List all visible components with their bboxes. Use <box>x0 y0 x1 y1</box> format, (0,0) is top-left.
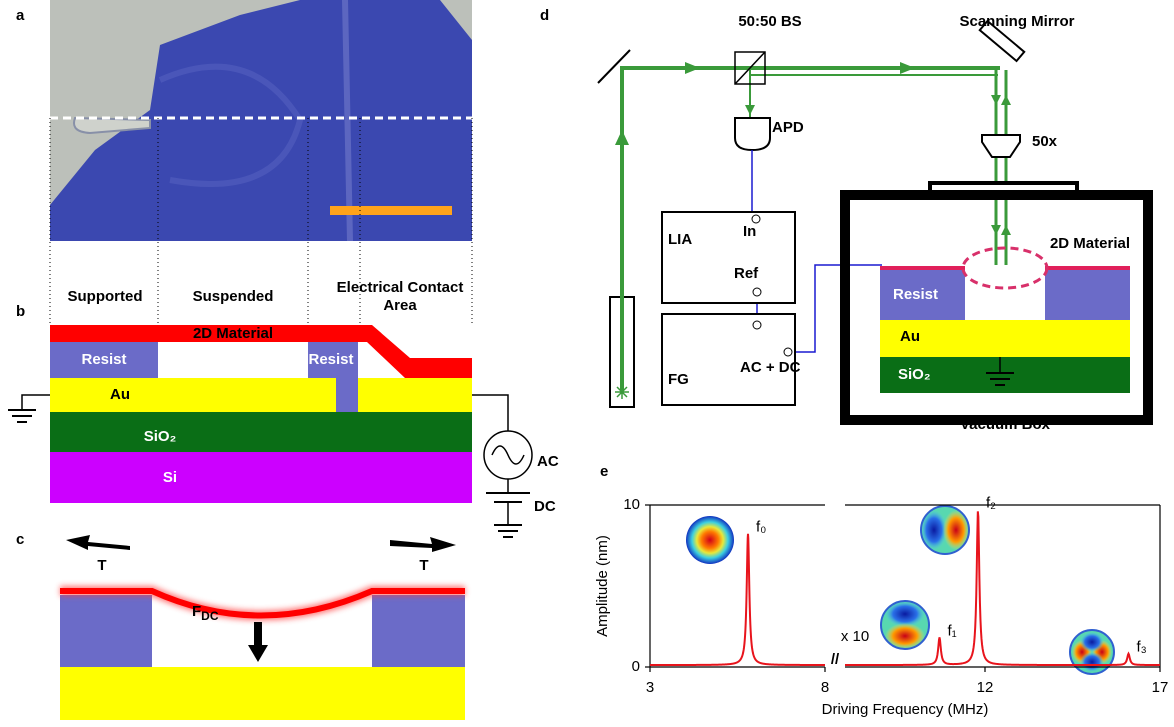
peak-label: f₂ <box>986 494 996 511</box>
objective <box>982 135 1020 157</box>
beam-arrow <box>685 62 700 74</box>
scale-bar <box>330 206 452 215</box>
panel-label: a <box>16 7 25 24</box>
sio2-layer <box>50 412 472 452</box>
component-label: Vacuum Box <box>960 416 1051 433</box>
layer-label: Resist <box>893 286 938 303</box>
component-label: 2D Material <box>1050 235 1130 252</box>
peak-label: f₃ <box>1137 639 1147 656</box>
beam-arrow <box>745 105 755 115</box>
component-label: APD <box>772 119 804 136</box>
spectrum-line <box>650 534 825 665</box>
port <box>753 321 761 329</box>
tension-arrow <box>66 535 130 550</box>
resist-block <box>372 595 465 667</box>
beam-arrow <box>1001 225 1011 235</box>
port-label: Ref <box>734 265 759 282</box>
tension-arrow <box>390 537 456 552</box>
resist-block <box>1045 270 1130 320</box>
panel-label: d <box>540 7 549 24</box>
component-label: FG <box>668 371 689 388</box>
layer-label: SiO₂ <box>144 428 177 445</box>
x-tick-label: 12 <box>977 679 994 696</box>
y-tick-label: 10 <box>623 496 640 513</box>
x-tick-label: 8 <box>821 679 829 696</box>
y-tick-label: 0 <box>632 658 640 675</box>
port-label: AC + DC <box>740 359 801 376</box>
port-label: In <box>743 223 756 240</box>
region-label: Suspended <box>193 288 274 305</box>
mode-lobe <box>1080 652 1104 672</box>
region-label: Electrical Contact <box>337 279 464 296</box>
beam-arrow <box>991 225 1001 235</box>
panel-label: b <box>16 303 25 320</box>
beam-arrow <box>1001 95 1011 105</box>
scale-note: x 10 <box>841 628 869 645</box>
layer-label: Resist <box>308 351 353 368</box>
region-label: Area <box>383 297 417 314</box>
layer-label: 2D Material <box>193 325 273 342</box>
component-label: LIA <box>668 231 692 248</box>
port <box>753 288 761 296</box>
peak-label: f₀ <box>756 519 766 536</box>
au-layer <box>60 667 465 720</box>
layer-label: Au <box>110 386 130 403</box>
axis-break: // <box>831 651 840 668</box>
panel-label: e <box>600 463 608 480</box>
figure: a b c d e Supported Suspended Electrical Contac… <box>0 0 1174 727</box>
mode-shape <box>686 516 734 564</box>
axis-title: Driving Frequency (MHz) <box>822 701 989 718</box>
component-label: 50:50 BS <box>738 13 801 30</box>
peak-label: f₁ <box>948 622 957 639</box>
force-subscript: DC <box>201 609 219 623</box>
force-arrow <box>248 622 268 662</box>
mode-lobe <box>1080 632 1104 652</box>
signal-wire <box>792 265 882 352</box>
lia-box <box>662 212 795 303</box>
layer-label: Au <box>900 328 920 345</box>
layer-label: Resist <box>81 351 126 368</box>
port <box>752 215 760 223</box>
resist-plug <box>336 378 358 412</box>
apd <box>735 118 770 150</box>
port <box>784 348 792 356</box>
component-label: Scanning Mirror <box>959 13 1074 30</box>
axis-title: Amplitude (nm) <box>594 535 611 637</box>
beam-arrow <box>615 130 629 145</box>
component-label: 50x <box>1032 133 1058 150</box>
source-label: DC <box>534 498 556 515</box>
x-tick-label: 17 <box>1152 679 1169 696</box>
beam-arrow <box>900 62 915 74</box>
wire <box>22 395 50 410</box>
resist-block <box>60 595 152 667</box>
tension-label: T <box>419 557 428 574</box>
si-layer <box>50 452 472 503</box>
region-label: Supported <box>68 288 143 305</box>
tension-label: T <box>97 557 106 574</box>
x-tick-label: 3 <box>646 679 654 696</box>
panel-label: c <box>16 531 24 548</box>
layer-label: SiO₂ <box>898 366 931 383</box>
source-label: AC <box>537 453 559 470</box>
beam-arrow <box>991 95 1001 105</box>
layer-label: Si <box>163 469 177 486</box>
